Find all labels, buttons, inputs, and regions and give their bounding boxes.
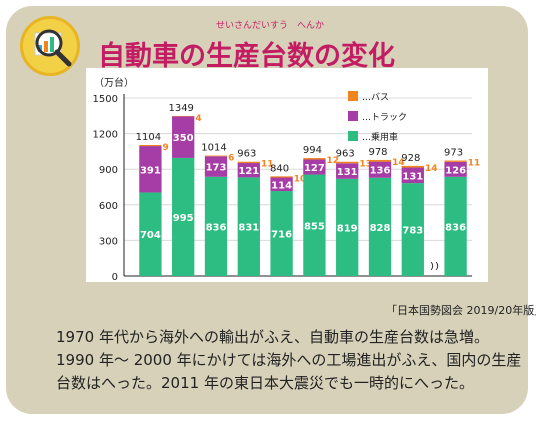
bar-total-label: 1014 [201,143,226,154]
bar-segment [336,178,359,276]
bar-value-label: 11 [261,160,274,170]
bar-segment [303,158,326,160]
source-note: 「日本国勢図会 2019/20年版」 [386,304,536,317]
bar-segment [401,183,424,276]
bar-value-label: 12 [327,156,340,166]
y-tick-label: 1200 [93,130,118,141]
bar-value-label: 114 [271,180,292,191]
bar-value-label: 995 [173,213,194,224]
bar-value-label: 836 [206,222,227,233]
bar-value-label: 121 [238,166,259,177]
bar-segment [237,163,260,178]
bar-total-label: 973 [444,148,463,159]
axis-break-mark [430,261,439,271]
legend-swatch [348,111,358,121]
y-tick-label: 1500 [93,94,118,105]
bar-segment [368,161,392,178]
y-tick-label: 300 [99,236,118,247]
bar-total-label: 1349 [168,103,193,114]
bar-value-label: 126 [445,165,466,176]
bar-segment [172,116,195,158]
bar-value-label: 127 [304,163,325,174]
bar-segment [444,161,467,177]
bar-segment [444,176,467,276]
bar-segment [204,156,228,177]
bar-segment [401,167,424,184]
bar-segment [270,177,293,192]
bar-segment [237,177,260,276]
legend-entry: …トラック [362,112,407,123]
bar-value-label: 136 [370,166,391,177]
y-axis-label: （万台） [94,76,134,89]
chart-card: せいさんだいすう へんか 自動車の生産台数の変化 （万台） 0 300 600 900 1… [6,6,536,414]
caption: 1970 年代から海外への輸出がふえ、自動車の生産台数は急増。 1990 年～ … [56,326,526,395]
magnifier-icon [20,16,80,76]
bar-total-label: 928 [401,153,420,164]
bar-segment [237,161,260,164]
bar-total-label: 1104 [136,132,161,143]
bar-value-label: 836 [445,222,466,233]
bar-total-label: 994 [303,145,322,156]
bar-segment [139,192,162,276]
bar-value-label: 14 [392,158,405,168]
bar-segment [270,176,293,178]
y-tick-label: 600 [99,201,118,212]
bar-value-label: 350 [173,133,194,144]
bar-value-label: 131 [337,167,358,178]
bar-value-label: 391 [140,165,161,176]
page-title: 自動車の生産台数の変化 [98,41,395,72]
bar-segment [336,161,359,164]
caption-line-1: 1970 年代から海外への輸出がふえ、自動車の生産台数は急増。 [56,328,489,346]
bar-value-label: 10 [294,174,307,184]
bar-value-label: 131 [402,171,423,182]
bar-value-label: 831 [238,223,259,234]
bar-segment [139,146,162,193]
bar-segment [444,160,467,162]
bar-total-label: 963 [336,149,355,160]
bar-segment [336,163,359,179]
bar-value-label: 9 [163,143,169,153]
bar-segment [172,157,195,276]
bar-segment [401,165,424,168]
bar-segment [303,159,326,175]
bar-segment [368,177,392,276]
bar-total-label: 840 [270,163,289,174]
y-tick-label: 0 [112,272,118,282]
y-tick-label: 900 [99,165,118,176]
bar-segment [270,191,293,276]
bar-value-label: 828 [370,223,391,234]
caption-line-2: 1990 年～ 2000 年にかけては海外への工場進出がふえ、国内の生産台数はへ… [56,351,522,392]
bar-value-label: 13 [359,160,372,170]
title-ruby: せいさんだいすう へんか [216,21,325,31]
bar-chart: （万台）030060090012001500704391911041980995… [93,76,488,282]
bar-value-label: 783 [402,226,423,237]
bar-total-label: 963 [237,149,256,160]
bar-value-label: 716 [271,230,292,241]
legend-entry: …乗用車 [362,131,398,143]
bar-total-label: 978 [368,147,387,158]
chart-panel: （万台）030060090012001500704391911041980995… [86,68,488,282]
bar-segment [368,159,392,162]
bar-segment [204,176,228,276]
bar-segment [172,115,195,117]
x-axis-label: （年） [474,281,488,282]
bar-value-label: 173 [206,163,227,174]
bar-segment [204,155,228,157]
bar-value-label: 14 [425,164,438,174]
bar-segment [303,174,326,276]
bar-value-label: 6 [228,154,234,164]
bar-value-label: 819 [337,223,358,234]
legend-entry: …バス [362,92,389,103]
bar-segment [139,144,162,147]
bar-value-label: 855 [304,221,325,232]
legend-swatch [348,131,358,141]
bar-value-label: 11 [468,159,481,169]
legend-swatch [348,91,358,101]
bar-value-label: 704 [140,230,161,241]
bar-value-label: 4 [195,114,201,124]
